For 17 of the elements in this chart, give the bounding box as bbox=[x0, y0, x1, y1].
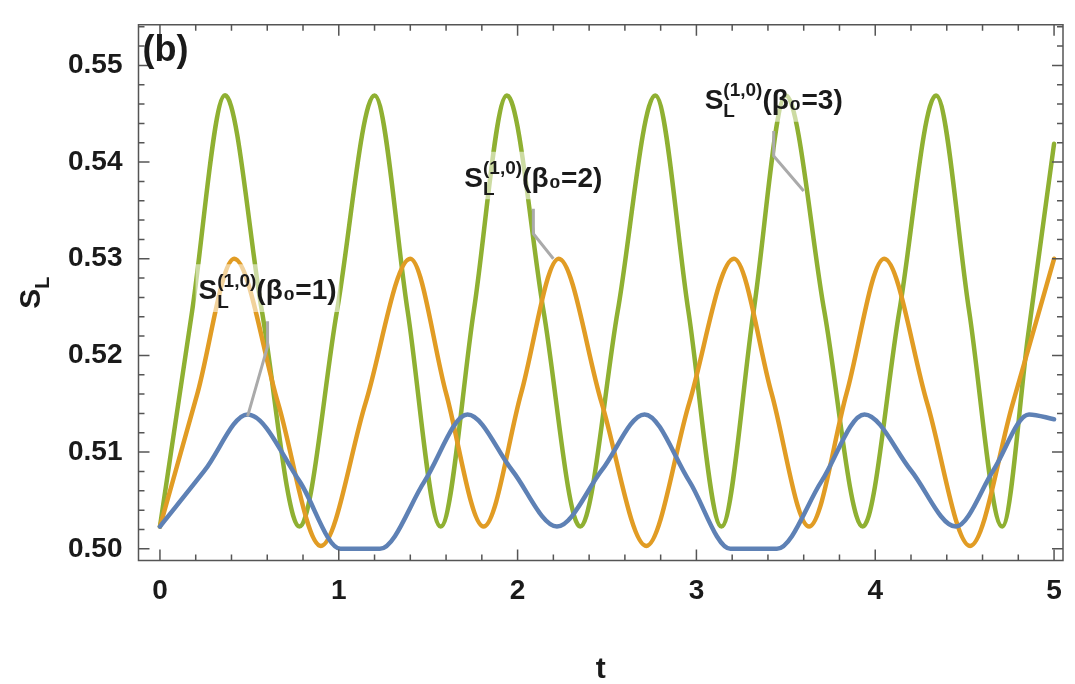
x-tick-label: 4 bbox=[867, 573, 884, 605]
x-tick-label: 0 bbox=[152, 573, 168, 605]
y-tick-label: 0.54 bbox=[68, 144, 123, 176]
y-tick-label: 0.55 bbox=[68, 48, 123, 80]
x-tick-label: 2 bbox=[509, 573, 526, 605]
y-tick-label: 0.50 bbox=[68, 531, 123, 563]
chart-title: (b) bbox=[142, 27, 189, 69]
x-axis-title: t bbox=[595, 651, 606, 684]
line-series bbox=[157, 256, 1057, 549]
y-tick-label: 0.51 bbox=[68, 434, 123, 466]
y-tick-label: 0.53 bbox=[68, 241, 123, 273]
x-tick-label: 5 bbox=[1046, 573, 1062, 605]
x-tick-label: 1 bbox=[330, 573, 347, 605]
y-tick-label: 0.52 bbox=[68, 338, 123, 370]
x-tick-label: 3 bbox=[688, 573, 705, 605]
y-axis-title: SL bbox=[13, 276, 53, 309]
line-series bbox=[157, 412, 1057, 552]
